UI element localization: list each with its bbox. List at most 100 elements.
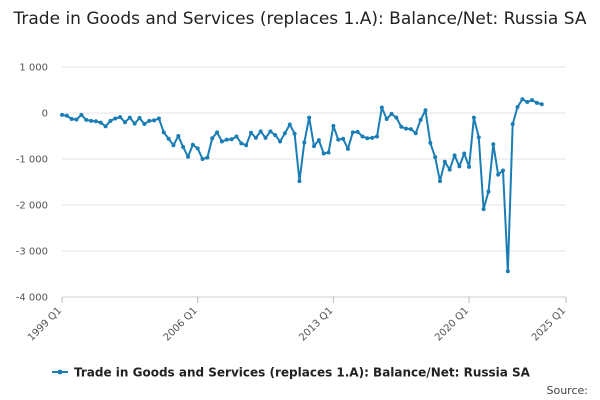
data-point xyxy=(442,159,447,164)
data-point xyxy=(399,124,404,129)
data-point xyxy=(282,131,287,136)
data-point xyxy=(123,120,127,125)
x-tick-label: 2006 Q1 xyxy=(162,305,200,343)
data-point xyxy=(273,133,278,138)
data-point xyxy=(457,164,462,169)
legend[interactable]: Trade in Goods and Services (replaces 1.… xyxy=(52,366,531,380)
data-point xyxy=(69,116,74,121)
x-tick-label: 2013 Q1 xyxy=(297,305,335,343)
data-point xyxy=(345,146,350,151)
x-tick-label: 2020 Q1 xyxy=(433,305,471,343)
x-tick-label: 2025 Q1 xyxy=(530,305,568,343)
data-point xyxy=(360,134,365,139)
data-point xyxy=(103,124,108,129)
data-point xyxy=(137,116,142,121)
y-tick-label: -4 000 xyxy=(16,293,48,304)
data-point xyxy=(462,151,467,156)
data-point xyxy=(501,168,505,173)
data-point xyxy=(476,135,481,140)
data-point xyxy=(539,102,544,107)
data-point xyxy=(132,121,137,126)
data-point xyxy=(229,137,234,142)
data-point xyxy=(98,120,103,125)
data-point xyxy=(404,126,409,131)
data-point xyxy=(341,136,346,141)
data-point xyxy=(287,122,292,127)
data-point xyxy=(389,111,394,116)
data-point xyxy=(74,117,79,122)
data-point xyxy=(394,115,399,120)
data-point xyxy=(113,116,118,121)
data-point xyxy=(195,146,200,151)
data-point xyxy=(326,150,331,155)
data-point xyxy=(486,189,491,194)
data-point xyxy=(321,151,326,156)
data-point xyxy=(307,115,312,120)
data-point xyxy=(413,131,418,136)
data-point xyxy=(375,134,379,139)
data-point xyxy=(176,134,181,138)
data-point xyxy=(481,207,486,212)
data-point xyxy=(239,141,244,146)
y-tick-label: -1 000 xyxy=(16,155,48,166)
data-point xyxy=(331,123,336,128)
data-point xyxy=(60,112,64,117)
data-point xyxy=(471,115,476,120)
data-point xyxy=(423,108,428,113)
data-point xyxy=(156,116,161,121)
data-point xyxy=(147,118,152,123)
data-point xyxy=(515,105,520,110)
legend-label: Trade in Goods and Services (replaces 1.… xyxy=(74,366,531,380)
data-point xyxy=(297,179,302,184)
data-point xyxy=(365,136,370,141)
data-point xyxy=(186,154,190,159)
x-tick-label: 1999 Q1 xyxy=(26,305,64,343)
data-point xyxy=(93,119,98,124)
data-point xyxy=(219,139,224,144)
data-point xyxy=(181,145,186,150)
data-point xyxy=(258,129,263,134)
data-point xyxy=(505,269,510,274)
data-point xyxy=(370,135,375,140)
data-point xyxy=(467,164,472,169)
data-point xyxy=(215,130,220,135)
data-point xyxy=(530,98,535,103)
data-point xyxy=(263,135,268,140)
data-point xyxy=(190,142,195,147)
data-point xyxy=(205,155,210,160)
data-point xyxy=(302,140,307,145)
data-point xyxy=(171,143,176,148)
data-point xyxy=(64,113,69,118)
data-point xyxy=(520,97,525,102)
data-point xyxy=(379,105,384,110)
y-tick-label: -2 000 xyxy=(16,201,48,212)
data-point xyxy=(108,118,113,123)
chart-title: Trade in Goods and Services (replaces 1.… xyxy=(13,9,587,29)
data-point xyxy=(152,118,157,123)
y-tick-label: 0 xyxy=(42,109,48,120)
data-point xyxy=(234,134,239,139)
data-point xyxy=(316,138,321,143)
data-point xyxy=(142,122,147,127)
legend-point-marker xyxy=(57,369,63,375)
data-point xyxy=(433,155,438,160)
data-point xyxy=(496,172,501,177)
data-point xyxy=(491,142,496,147)
data-point xyxy=(268,129,273,134)
data-point xyxy=(534,100,539,105)
data-point xyxy=(418,117,423,122)
data-point xyxy=(384,116,389,121)
data-point xyxy=(350,130,355,135)
data-point xyxy=(224,137,229,142)
data-point xyxy=(79,112,84,117)
y-tick-label: 1 000 xyxy=(19,63,48,74)
data-point xyxy=(244,143,249,148)
series-layer xyxy=(60,97,544,274)
source-label: Source: xyxy=(547,384,589,397)
data-point xyxy=(428,140,433,145)
data-point xyxy=(89,118,94,123)
data-point xyxy=(438,179,442,184)
series-line xyxy=(61,98,543,273)
data-point xyxy=(210,136,215,141)
